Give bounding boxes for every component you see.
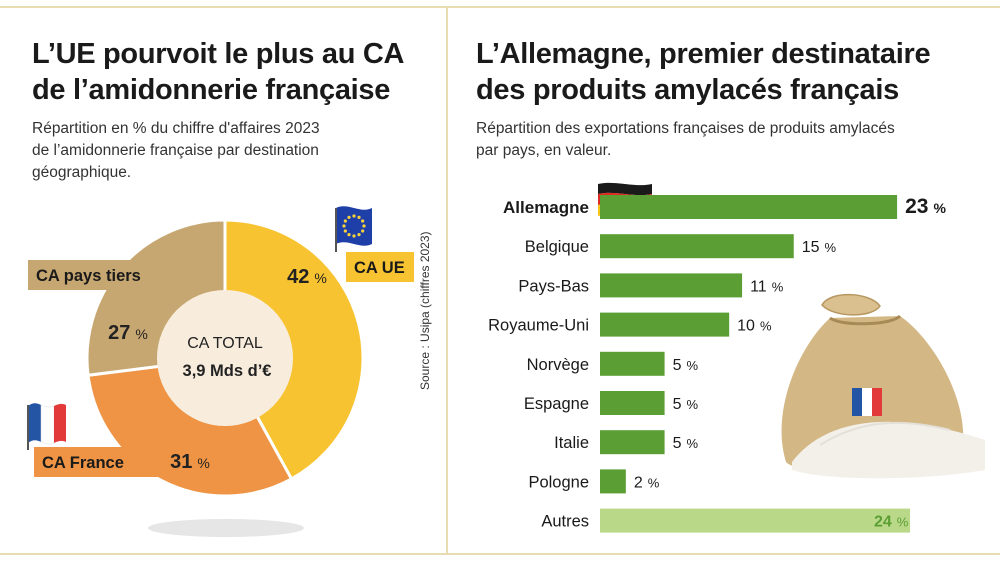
category-label-pays-bas: Pays-Bas: [518, 277, 589, 295]
donut-center-label: CA TOTAL: [187, 335, 263, 352]
ca-france-value: 31%: [170, 451, 210, 473]
bar-espagne: [600, 391, 665, 415]
left-subtitle: Répartition en % du chiffre d'affaires 2…: [32, 118, 402, 184]
eu-star: [362, 224, 366, 228]
left-subtitle-line1: Répartition en % du chiffre d'affaires 2…: [32, 120, 320, 137]
ca-france-tag-bg: [34, 447, 158, 477]
donut-center-value: 3,9 Mds d’€: [183, 362, 272, 380]
donut-chart: 42 % 31 % 27 % CA UE CA France CA pays tiers CA …: [27, 206, 414, 537]
left-title: L’UE pourvoit le plus au CA de l’amidonne…: [32, 36, 432, 108]
ca-ue-value: 42%: [287, 266, 327, 288]
value-label-pologne: 2%: [634, 474, 660, 491]
eu-star: [347, 233, 351, 237]
left-subtitle-line2: de l’amidonnerie française par destinati…: [32, 142, 319, 159]
eu-star: [361, 219, 365, 223]
eu-star: [347, 215, 351, 219]
eu-star: [352, 234, 356, 238]
category-label-autres: Autres: [541, 513, 589, 531]
category-label-pologne: Pologne: [528, 473, 589, 491]
left-title-line1: L’UE pourvoit le plus au CA: [32, 38, 405, 70]
value-label-allemagne: 23%: [905, 195, 946, 218]
bar-autres: [600, 508, 910, 533]
eu-star: [342, 224, 346, 228]
bar-italie: [600, 430, 665, 455]
value-label-belgique: 15%: [802, 239, 837, 256]
bar-pologne: [600, 469, 626, 494]
right-subtitle: Répartition des exportations françaises …: [476, 118, 976, 162]
ca-pays-tiers-tag: CA pays tiers: [36, 267, 141, 285]
donut-labels: 42 % 31 % 27 % CA UE CA France CA pays tiers: [28, 252, 414, 477]
right-subtitle-line1: Répartition des exportations françaises …: [476, 120, 895, 137]
value-label-italie: 5%: [673, 435, 699, 452]
eu-star: [343, 229, 347, 233]
french-flag-icon: [27, 403, 66, 450]
category-label-espagne: Espagne: [524, 395, 589, 413]
bar-allemagne: [600, 195, 898, 219]
bar-royaume-uni: [600, 312, 730, 337]
bar-belgique: [600, 234, 794, 259]
ca-france-tag: CA France: [42, 454, 124, 472]
category-label-allemagne: Allemagne: [503, 198, 589, 217]
eu-star: [357, 233, 361, 237]
bar-pays-bas: [600, 273, 743, 298]
value-label-espagne: 5%: [673, 396, 699, 413]
bar-norvege: [600, 351, 665, 376]
value-label-pays-bas: 11%: [750, 278, 784, 295]
ca-pays-tiers-tag-bg: [28, 260, 180, 290]
category-label-royaume-uni: Royaume-Uni: [488, 317, 589, 335]
right-title: L’Allemagne, premier destinataire des pro…: [476, 36, 996, 108]
ca-pays-tiers-value: 27%: [108, 322, 148, 344]
ca-ue-tag: CA UE: [354, 259, 405, 277]
category-label-norvege: Norvège: [527, 356, 589, 374]
value-label-autres: 24%: [874, 514, 909, 531]
right-title-line2: des produits amylacés français: [476, 74, 899, 106]
category-label-belgique: Belgique: [525, 238, 589, 256]
bars: Allemagne 23 % Belgique 15 % Pays-Bas 11 % Royaum…: [488, 195, 946, 533]
top-border: [0, 6, 1000, 8]
left-title-line2: de l’amidonnerie française: [32, 74, 391, 106]
eu-star: [361, 229, 365, 233]
eu-star: [352, 214, 356, 218]
left-subtitle-line3: géographique.: [32, 164, 132, 181]
value-label-royaume-uni: 10%: [737, 318, 772, 335]
bottom-border: [0, 553, 1000, 555]
eu-star: [343, 219, 347, 223]
eu-star: [357, 215, 361, 219]
flour-sack-icon: [781, 293, 985, 479]
eu-flag-icon: [335, 206, 372, 252]
donut-hole: [157, 290, 293, 426]
category-label-italie: Italie: [554, 434, 589, 452]
german-flag-icon: [598, 182, 652, 218]
ca-ue-tag-bg: [346, 252, 414, 282]
panel-divider: [446, 8, 448, 553]
donut-shadow: [148, 519, 304, 537]
value-label-norvege: 5%: [673, 357, 699, 374]
right-subtitle-line2: par pays, en valeur.: [476, 142, 612, 159]
right-title-line1: L’Allemagne, premier destinataire: [476, 38, 931, 70]
